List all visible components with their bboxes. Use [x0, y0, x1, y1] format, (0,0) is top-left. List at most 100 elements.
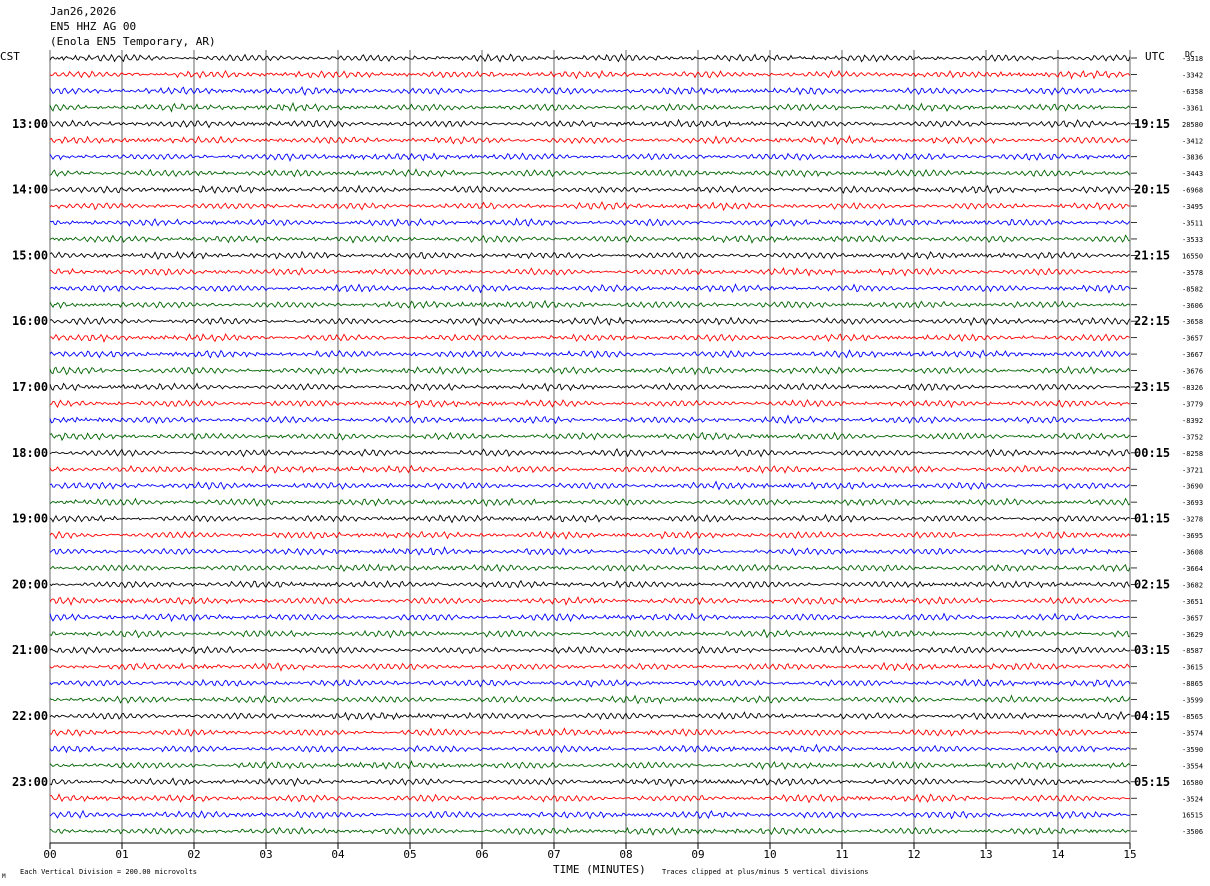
trace-line [49, 464, 1131, 474]
trace-line [49, 414, 1131, 425]
trace-line [49, 349, 1131, 359]
trace-line [49, 134, 1131, 146]
left-timezone-label: CST [0, 50, 20, 63]
scale-note: Each Vertical Division = 200.00 microvol… [20, 868, 197, 876]
trace-dc-value: -3511 [1182, 220, 1203, 228]
trace-dc-value: -3412 [1182, 137, 1203, 145]
trace-line [49, 480, 1131, 491]
trace-dc-value: -3443 [1182, 170, 1203, 178]
trace-line [49, 612, 1131, 623]
right-hour-label: 19:15 [1134, 117, 1170, 131]
left-hour-label: 14:00 [12, 183, 48, 197]
trace-dc-value: -3629 [1182, 631, 1203, 639]
left-hour-label: 23:00 [12, 775, 48, 789]
right-hour-label: 20:15 [1134, 183, 1170, 197]
right-hour-label: 00:15 [1134, 446, 1170, 460]
trace-line [49, 727, 1131, 737]
trace-dc-value: -3608 [1182, 549, 1203, 557]
trace-dc-value: -3533 [1182, 236, 1203, 244]
trace-line [49, 710, 1131, 721]
x-tick-label: 00 [43, 848, 56, 861]
trace-line [49, 530, 1131, 540]
x-tick-label: 10 [763, 848, 776, 861]
trace-line [49, 101, 1131, 113]
left-hour-label: 15:00 [12, 248, 48, 262]
trace-dc-value: -3278 [1182, 516, 1203, 524]
trace-dc-value: -3342 [1182, 71, 1203, 79]
trace-line [49, 299, 1131, 310]
trace-dc-value: -8565 [1182, 713, 1203, 721]
trace-dc-value: -3495 [1182, 203, 1203, 211]
x-tick-label: 06 [475, 848, 488, 861]
trace-dc-value: -8258 [1182, 450, 1203, 458]
x-tick-label: 07 [547, 848, 560, 861]
trace-dc-value: -3658 [1182, 318, 1203, 326]
left-hour-label: 20:00 [12, 577, 48, 591]
trace-dc-value: -3667 [1182, 351, 1203, 359]
trace-dc-value: 16580 [1182, 779, 1203, 787]
trace-dc-value: -3606 [1182, 302, 1203, 310]
seismic-traces [49, 53, 1131, 837]
channel-code: EN5 HHZ AG 00 [50, 20, 137, 33]
right-hour-label: 03:15 [1134, 643, 1170, 657]
trace-dc-value: -3779 [1182, 400, 1203, 408]
trace-line [49, 365, 1131, 376]
trace-line [49, 152, 1131, 162]
trace-dc-value: -8326 [1182, 384, 1203, 392]
trace-line [49, 759, 1131, 771]
left-hour-label: 18:00 [12, 446, 48, 460]
trace-dc-value: -3590 [1182, 746, 1203, 754]
trace-line [49, 497, 1131, 507]
trace-line [49, 118, 1131, 129]
left-hour-label: 21:00 [12, 643, 48, 657]
x-tick-label: 14 [1051, 848, 1065, 861]
trace-dc-value: -3599 [1182, 697, 1203, 705]
trace-dc-value: -3578 [1182, 269, 1203, 277]
trace-line [49, 628, 1131, 639]
x-tick-label: 04 [331, 848, 345, 861]
trace-dc-value: 16550 [1182, 252, 1203, 260]
x-tick-label: 02 [187, 848, 200, 861]
trace-line [49, 315, 1131, 327]
trace-line [49, 399, 1131, 409]
trace-line [49, 267, 1131, 277]
trace-dc-value: -8392 [1182, 417, 1203, 425]
right-hour-label: 21:15 [1134, 248, 1170, 262]
trace-dc-value: -6968 [1182, 187, 1203, 195]
trace-dc-value: -8582 [1182, 285, 1203, 293]
grid-lines [49, 50, 1137, 849]
x-tick-label: 01 [115, 848, 128, 861]
axis-labels: CST UTC DC TIME (MINUTES) Each Vertical … [0, 50, 1203, 880]
trace-dc-value: -3752 [1182, 433, 1203, 441]
trace-dc-value: -3657 [1182, 614, 1203, 622]
dc-header-label: DC [1185, 50, 1195, 59]
trace-line [49, 217, 1131, 228]
x-tick-label: 05 [403, 848, 416, 861]
right-hour-label: 22:15 [1134, 314, 1170, 328]
trace-line [49, 234, 1131, 244]
plot-date: Jan26,2026 [50, 5, 117, 18]
trace-dc-value: -3506 [1182, 828, 1203, 836]
clip-note: Traces clipped at plus/minus 5 vertical … [662, 868, 869, 876]
x-tick-label: 12 [907, 848, 920, 861]
trace-line [49, 645, 1131, 655]
left-hour-label: 17:00 [12, 380, 48, 394]
left-hour-label: 22:00 [12, 709, 48, 723]
trace-line [49, 777, 1131, 788]
trace-line [49, 86, 1131, 97]
trace-line [49, 513, 1131, 524]
trace-dc-value: -3695 [1182, 532, 1203, 540]
trace-dc-value: -3693 [1182, 499, 1203, 507]
x-tick-label: 09 [691, 848, 704, 861]
trace-line [49, 596, 1131, 607]
trace-line [49, 447, 1131, 458]
x-axis-title: TIME (MINUTES) [553, 863, 646, 876]
trace-dc-value: -8865 [1182, 680, 1203, 688]
trace-line [49, 678, 1131, 688]
trace-line [49, 69, 1131, 80]
left-hour-label: 13:00 [12, 117, 48, 131]
trace-line [49, 743, 1131, 754]
x-tick-label: 08 [619, 848, 632, 861]
station-name: (Enola EN5 Temporary, AR) [50, 35, 216, 48]
